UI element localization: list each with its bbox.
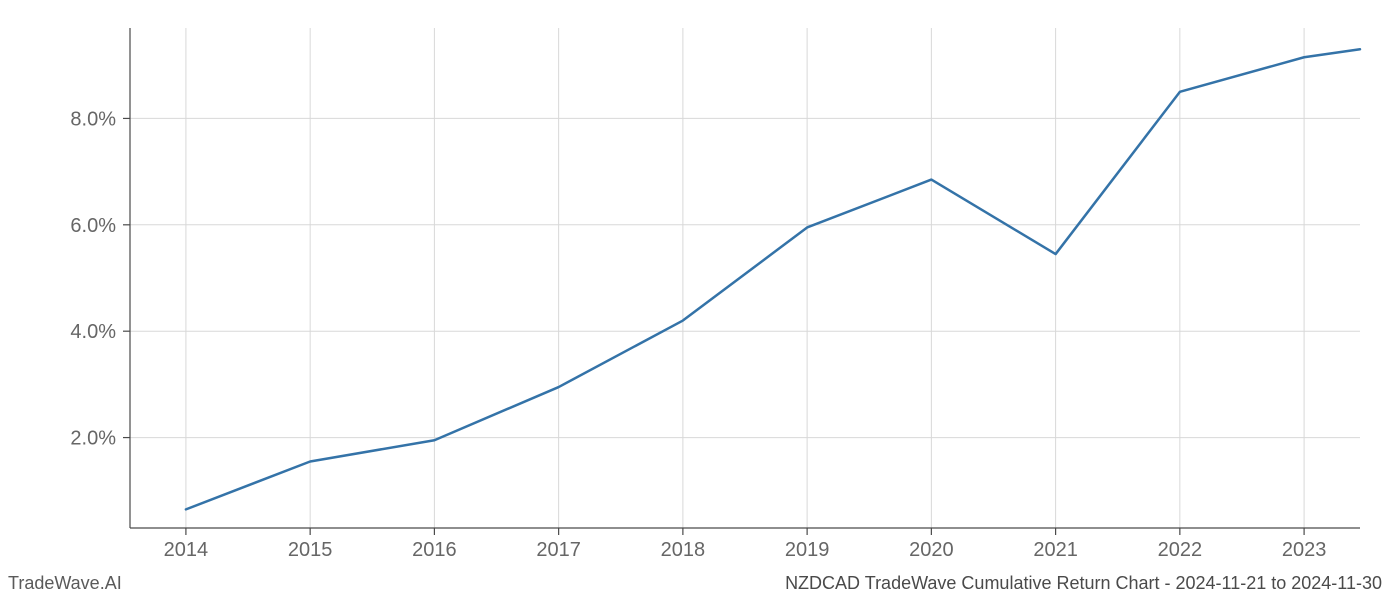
x-tick-label: 2020 <box>909 539 954 561</box>
x-tick-label: 2017 <box>536 539 581 561</box>
y-tick-label: 6.0% <box>70 215 116 237</box>
x-tick-label: 2014 <box>164 539 209 561</box>
x-tick-label: 2018 <box>661 539 706 561</box>
x-tick-label: 2016 <box>412 539 457 561</box>
chart-area: 2014 2015 2016 2017 2018 2019 2020 2021 2022 2023… <box>0 0 1400 600</box>
x-tick-label: 2015 <box>288 539 333 561</box>
x-tick-label: 2021 <box>1033 539 1078 561</box>
y-tick-label: 4.0% <box>70 321 116 343</box>
y-tick-label: 2.0% <box>70 428 116 450</box>
chart-caption: NZDCAD TradeWave Cumulative Return Chart… <box>785 573 1382 594</box>
x-tick-label: 2023 <box>1282 539 1327 561</box>
line-chart: 2014 2015 2016 2017 2018 2019 2020 2021 2022 2023… <box>0 0 1400 600</box>
y-tick-label: 8.0% <box>70 108 116 130</box>
chart-container: 2014 2015 2016 2017 2018 2019 2020 2021 2022 2023… <box>0 0 1400 600</box>
x-tick-label: 2022 <box>1158 539 1203 561</box>
x-tick-label: 2019 <box>785 539 830 561</box>
watermark-left: TradeWave.AI <box>8 573 122 594</box>
